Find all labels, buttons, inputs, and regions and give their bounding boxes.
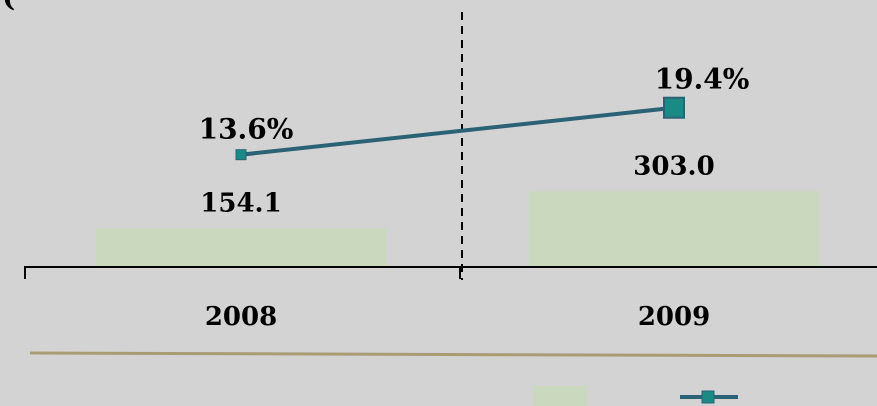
line-value-label-2009: 19.4%: [655, 63, 750, 96]
bar-value-label-2008: 154.1: [200, 188, 281, 218]
line-marker-2009: [663, 96, 685, 119]
legend-line-marker: [701, 390, 715, 404]
legend-bar-swatch: [533, 386, 587, 406]
growth-line: [240, 105, 675, 157]
x-tick-label-2009: 2009: [638, 302, 710, 332]
divider-line: [29, 351, 877, 358]
line-value-label-2008: 13.6%: [199, 113, 294, 146]
line-marker-2008: [235, 149, 247, 161]
x-tick-label-2008: 2008: [205, 302, 277, 332]
bar-value-label-2009: 303.0: [633, 151, 714, 181]
bar-2008: [96, 228, 386, 267]
bar-2009: [529, 191, 819, 267]
chart-title: (: [2, 0, 15, 13]
